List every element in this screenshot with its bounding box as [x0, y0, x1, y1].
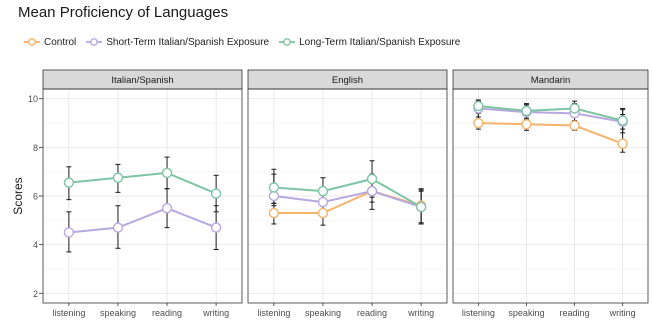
- y-tick-label: 10: [28, 94, 38, 104]
- data-point-short-term-italian-spanish-exposure: [318, 198, 327, 207]
- data-point-long-term-italian-spanish-exposure: [368, 174, 377, 183]
- data-point-short-term-italian-spanish-exposure: [368, 187, 377, 196]
- y-tick-label: 2: [33, 289, 38, 299]
- x-tick-label: listening: [462, 308, 495, 318]
- x-tick-label: listening: [52, 308, 85, 318]
- data-point-control: [318, 209, 327, 218]
- data-point-short-term-italian-spanish-exposure: [64, 228, 73, 237]
- data-point-long-term-italian-spanish-exposure: [113, 173, 122, 182]
- x-tick-label: writing: [407, 308, 434, 318]
- data-point-short-term-italian-spanish-exposure: [113, 223, 122, 232]
- data-point-control: [269, 209, 278, 218]
- x-tick-label: speaking: [508, 308, 544, 318]
- panel-english-title: English: [332, 75, 363, 86]
- data-point-long-term-italian-spanish-exposure: [64, 178, 73, 187]
- data-point-control: [570, 121, 579, 130]
- x-tick-label: reading: [357, 308, 387, 318]
- x-tick-label: writing: [609, 308, 636, 318]
- data-point-control: [522, 120, 531, 129]
- data-point-control: [474, 119, 483, 128]
- data-point-long-term-italian-spanish-exposure: [474, 102, 483, 111]
- x-tick-label: speaking: [100, 308, 136, 318]
- data-point-long-term-italian-spanish-exposure: [163, 168, 172, 177]
- panel-mandarin-title: Mandarin: [531, 75, 571, 86]
- data-point-long-term-italian-spanish-exposure: [618, 116, 627, 125]
- x-tick-label: speaking: [305, 308, 341, 318]
- x-tick-label: reading: [152, 308, 182, 318]
- data-point-long-term-italian-spanish-exposure: [522, 106, 531, 115]
- data-point-long-term-italian-spanish-exposure: [212, 189, 221, 198]
- x-tick-label: reading: [560, 308, 590, 318]
- data-point-control: [618, 139, 627, 148]
- data-point-long-term-italian-spanish-exposure: [417, 202, 426, 211]
- y-axis-title: Scores: [11, 177, 25, 214]
- y-tick-label: 8: [33, 143, 38, 153]
- data-point-long-term-italian-spanish-exposure: [269, 183, 278, 192]
- data-point-long-term-italian-spanish-exposure: [570, 104, 579, 113]
- data-point-short-term-italian-spanish-exposure: [163, 204, 172, 213]
- data-point-short-term-italian-spanish-exposure: [212, 223, 221, 232]
- y-tick-label: 6: [33, 192, 38, 202]
- x-tick-label: writing: [202, 308, 229, 318]
- panel-italian-spanish-title: Italian/Spanish: [111, 75, 173, 86]
- y-tick-label: 4: [33, 240, 38, 250]
- x-tick-label: listening: [257, 308, 290, 318]
- data-point-short-term-italian-spanish-exposure: [269, 192, 278, 201]
- data-point-long-term-italian-spanish-exposure: [318, 187, 327, 196]
